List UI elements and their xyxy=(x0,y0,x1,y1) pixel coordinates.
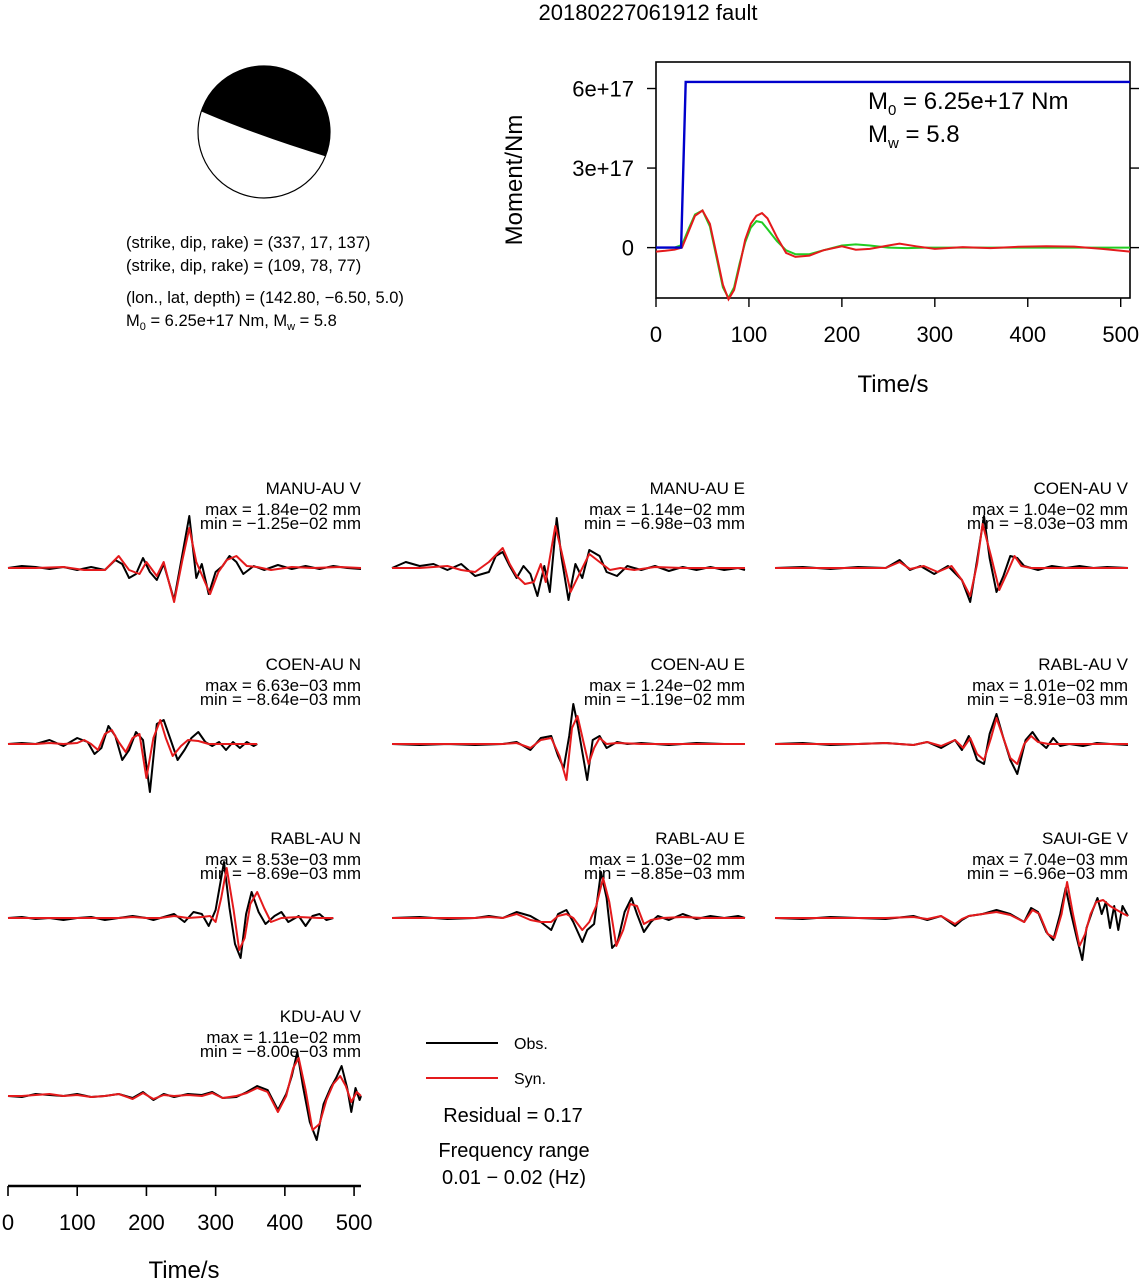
waveform-xtick-label: 200 xyxy=(128,1210,165,1235)
moment-annotation-m0: M0 = 6.25e+17 Nm xyxy=(868,88,1068,119)
event-moment: M0 = 6.25e+17 Nm, Mw = 5.8 xyxy=(126,312,337,333)
trace-min-label: min = −1.25e−02 mm xyxy=(200,514,361,533)
trace-max-label: max = 1.84e−02 mm xyxy=(205,500,361,519)
trace-max-label: max = 1.24e−02 mm xyxy=(589,676,745,695)
moment-ytick-label: 6e+17 xyxy=(572,77,634,102)
trace-max-label: max = 7.04e−03 mm xyxy=(972,850,1128,869)
trace-syn-line xyxy=(392,877,745,947)
nodal-plane-1: (strike, dip, rake) = (337, 17, 137) xyxy=(126,234,370,252)
moment-series xyxy=(655,80,1131,302)
legend: Obs. Syn. Residual = 0.17 Frequency rang… xyxy=(426,1036,590,1189)
beachball xyxy=(197,65,331,199)
trace-station-label: MANU-AU V xyxy=(266,479,362,498)
waveform-xtick-label: 0 xyxy=(2,1210,14,1235)
waveform-xtick-label: 500 xyxy=(336,1210,373,1235)
waveform-xtick-label: 100 xyxy=(59,1210,96,1235)
trace-station-label: RABL-AU V xyxy=(1038,655,1128,674)
moment-line-moment xyxy=(656,80,1130,249)
trace-max-label: max = 8.53e−03 mm xyxy=(205,850,361,869)
legend-obs-label: Obs. xyxy=(514,1036,548,1053)
trace-max-label: max = 1.03e−02 mm xyxy=(589,850,745,869)
trace-min-label: min = −8.03e−03 mm xyxy=(967,514,1128,533)
frequency-title: Frequency range xyxy=(438,1140,589,1162)
waveform-time-axis: Time/s 0 100 200 300 400 500 xyxy=(2,1184,373,1281)
moment-ytick-label: 3e+17 xyxy=(572,156,634,181)
moment-plot-frame xyxy=(655,61,1131,299)
trace-obs-line xyxy=(7,515,362,601)
trace-max-label: max = 1.04e−02 mm xyxy=(972,500,1128,519)
moment-axis-ticks: 0 100 200 300 400 500 0 3e+17 6e+17 xyxy=(572,77,1139,347)
trace-max-label: max = 1.01e−02 mm xyxy=(972,676,1128,695)
moment-xtick-label: 500 xyxy=(1102,322,1139,347)
trace-min-label: min = −6.96e−03 mm xyxy=(967,864,1128,883)
moment-line-stf xyxy=(656,209,1130,301)
trace-obs-line xyxy=(7,719,258,793)
beachball-compressional-quadrant xyxy=(198,66,330,158)
trace-min-label: min = −8.91e−03 mm xyxy=(967,690,1128,709)
moment-annotation-mw: Mw = 5.8 xyxy=(868,121,960,152)
moment-panel: 0 100 200 300 400 500 0 3e+17 6e+17 Moment/Nm Ti… xyxy=(501,61,1139,398)
trace-min-label: min = −8.85e−03 mm xyxy=(584,864,745,883)
waveform-xlabel: Time/s xyxy=(148,1257,219,1281)
frequency-value: 0.01 − 0.02 (Hz) xyxy=(442,1167,586,1189)
waveform-xtick-label: 400 xyxy=(267,1210,304,1235)
trace-syn-line xyxy=(8,527,362,603)
trace-max-label: max = 1.14e−02 mm xyxy=(589,500,745,519)
trace-station-label: COEN-AU E xyxy=(651,655,745,674)
moment-xlabel: Time/s xyxy=(857,371,928,398)
trace-syn-line xyxy=(392,715,745,781)
trace-syn-line xyxy=(775,881,1129,947)
moment-xtick-label: 400 xyxy=(1009,322,1046,347)
legend-syn-label: Syn. xyxy=(514,1071,546,1088)
trace-syn-line xyxy=(775,523,1128,597)
moment-xtick-label: 100 xyxy=(731,322,768,347)
trace-syn-line xyxy=(8,867,334,951)
moment-xtick-label: 0 xyxy=(650,322,662,347)
trace-station-label: SAUI-GE V xyxy=(1042,829,1129,848)
figure-title: 20180227061912 fault xyxy=(539,0,758,25)
waveform-xtick-label: 300 xyxy=(197,1210,234,1235)
trace-min-label: min = −8.64e−03 mm xyxy=(200,690,361,709)
trace-station-label: COEN-AU N xyxy=(266,655,361,674)
mechanism-info: (strike, dip, rake) = (337, 17, 137) (st… xyxy=(126,234,404,333)
event-location: (lon., lat, depth) = (142.80, −6.50, 5.0… xyxy=(126,289,404,307)
residual-text: Residual = 0.17 xyxy=(443,1105,583,1127)
trace-station-label: KDU-AU V xyxy=(280,1007,362,1026)
moment-ytick-label: 0 xyxy=(622,236,634,261)
nodal-plane-2: (strike, dip, rake) = (109, 78, 77) xyxy=(126,257,361,275)
trace-syn-line xyxy=(8,719,258,779)
trace-syn-line xyxy=(775,717,1128,765)
trace-min-label: min = −8.69e−03 mm xyxy=(200,864,361,883)
trace-min-label: min = −8.00e−03 mm xyxy=(200,1042,361,1061)
moment-xtick-label: 300 xyxy=(916,322,953,347)
trace-max-label: max = 6.63e−03 mm xyxy=(205,676,361,695)
moment-ylabel: Moment/Nm xyxy=(501,115,528,246)
trace-min-label: min = −1.19e−02 mm xyxy=(584,690,745,709)
trace-obs-line xyxy=(391,871,746,949)
beachball-outline xyxy=(197,65,331,199)
trace-station-label: COEN-AU V xyxy=(1034,479,1129,498)
trace-station-label: RABL-AU N xyxy=(270,829,361,848)
trace-min-label: min = −6.98e−03 mm xyxy=(584,514,745,533)
trace-station-label: MANU-AU E xyxy=(650,479,745,498)
trace-station-label: RABL-AU E xyxy=(655,829,745,848)
trace-syn-line xyxy=(8,1057,362,1131)
moment-xtick-label: 200 xyxy=(824,322,861,347)
trace-max-label: max = 1.11e−02 mm xyxy=(206,1028,361,1047)
moment-line-syn xyxy=(655,209,1131,302)
trace-syn-line xyxy=(392,525,745,593)
